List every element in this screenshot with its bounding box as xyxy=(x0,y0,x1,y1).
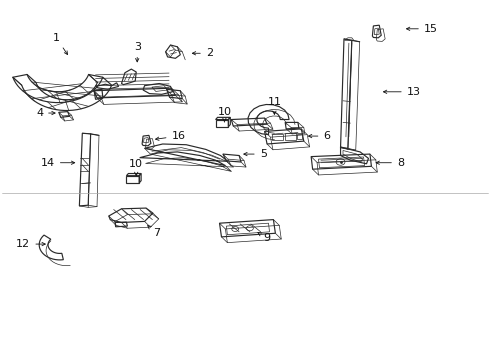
Text: 9: 9 xyxy=(258,233,270,243)
Text: 4: 4 xyxy=(36,108,55,118)
Text: 7: 7 xyxy=(147,226,160,238)
Bar xyxy=(285,133,296,140)
Text: 14: 14 xyxy=(41,158,74,168)
Text: 8: 8 xyxy=(376,158,404,168)
Bar xyxy=(126,176,139,183)
Text: 3: 3 xyxy=(134,42,141,62)
Text: 13: 13 xyxy=(384,87,421,97)
Text: 10: 10 xyxy=(129,159,143,175)
Text: 15: 15 xyxy=(407,24,438,34)
Text: 1: 1 xyxy=(53,33,68,54)
Text: 10: 10 xyxy=(218,107,231,122)
Text: 11: 11 xyxy=(268,96,281,114)
Text: 16: 16 xyxy=(155,131,186,141)
Text: 12: 12 xyxy=(16,239,45,249)
Text: 2: 2 xyxy=(193,48,213,58)
Text: 5: 5 xyxy=(244,149,267,159)
Bar xyxy=(297,134,302,139)
Bar xyxy=(216,120,228,127)
Text: 6: 6 xyxy=(309,131,330,141)
Bar xyxy=(272,134,283,140)
